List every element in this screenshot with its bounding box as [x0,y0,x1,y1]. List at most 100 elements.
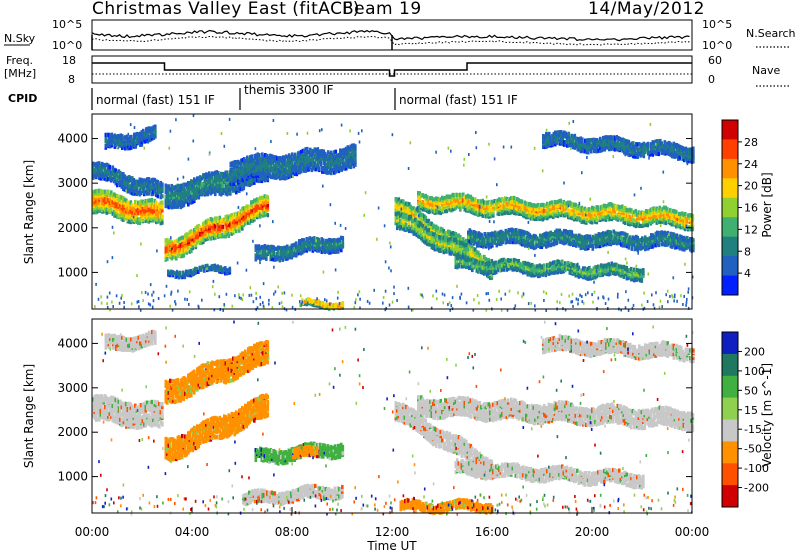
heatmap-cell [120,200,124,205]
heatmap-cell [225,268,229,273]
nsearch-tick-bottom: 10^0 [702,39,732,52]
heatmap-cell [260,248,264,253]
heatmap-cell [304,247,307,252]
heatmap-cell [205,182,208,187]
heatmap-cell [172,243,175,248]
heatmap-cell [308,297,312,303]
heatmap-cell [153,209,157,214]
heatmap-cell [248,220,252,225]
heatmap-cell [444,247,447,252]
heatmap-cell [286,161,290,166]
heatmap-cell [158,218,161,223]
heatmap-cell [230,223,234,228]
heatmap-cell [229,222,232,227]
heatmap-cell [277,158,281,163]
heatmap-cell [220,224,223,229]
heatmap-cell [134,183,137,188]
heatmap-cell [246,171,249,176]
heatmap-cell [397,211,401,216]
heatmap-cell [321,151,324,156]
heatmap-cell [318,158,321,163]
heatmap-cell [291,165,294,171]
heatmap-cell [244,221,247,226]
heatmap-cell [477,253,480,258]
heatmap-cell [263,244,267,249]
heatmap-cell [178,187,181,193]
heatmap-cell [352,148,356,153]
heatmap-cell [235,190,238,195]
heatmap-cell [402,226,405,231]
heatmap-cell [466,241,470,246]
heatmap-cell [418,196,422,201]
heatmap-cell [143,131,147,136]
heatmap-cell [178,199,181,204]
heatmap-cell [167,198,171,203]
heatmap-cell [104,135,108,141]
heatmap-cell [153,212,157,217]
heatmap-cell [248,205,252,210]
freq-unit-label: [MHz] [4,67,36,80]
heatmap-cell [181,203,184,209]
heatmap-cell [95,210,98,215]
heatmap-cell [167,188,171,193]
heatmap-cell [232,219,235,225]
heatmap-cell [191,237,195,242]
heatmap-cell [113,210,116,215]
heatmap-cell [317,242,321,247]
heatmap-cell [128,143,132,148]
heatmap-cell [111,203,115,208]
heatmap-cell [212,229,216,234]
heatmap-cell [303,148,306,153]
heatmap-cell [331,248,334,254]
heatmap-cell [432,203,435,208]
heatmap-cell [226,183,229,188]
heatmap-cell [116,208,119,213]
heatmap-cell [329,245,333,250]
heatmap-cell [196,234,199,239]
heatmap-cell [293,248,297,253]
heatmap-cell [183,275,187,280]
heatmap-cell [246,174,249,179]
heatmap-cell [188,245,192,250]
heatmap-cell [208,220,211,225]
heatmap-cell [220,192,223,197]
heatmap-cell [242,181,246,186]
heatmap-cell [194,266,197,271]
heatmap-cell [325,153,329,159]
heatmap-cell [278,254,282,259]
heatmap-cell [236,221,240,226]
heatmap-cell [224,175,228,181]
heatmap-cell [406,211,410,216]
heatmap-cell [199,182,202,188]
heatmap-cell [209,173,213,178]
heatmap-cell [263,199,267,204]
heatmap-cell [468,249,471,254]
heatmap-cell [235,167,239,172]
heatmap-cell [322,151,326,156]
heatmap-cell [329,302,333,307]
heatmap-cell [465,243,468,248]
heatmap-cell [441,227,444,232]
heatmap-cell [217,218,220,223]
heatmap-cell [226,173,229,178]
heatmap-cell [170,187,174,192]
heatmap-cell [274,173,278,178]
heatmap-cell [423,194,426,199]
heatmap-cell [224,266,227,271]
heatmap-cell [108,193,112,198]
heatmap-cell [254,212,258,218]
heatmap-cell [429,235,432,240]
heatmap-cell [184,244,187,249]
heatmap-cell [95,199,98,204]
heatmap-cell [273,157,276,162]
heatmap-cell [227,231,231,236]
heatmap-cell [330,168,333,173]
heatmap-cell [307,301,310,306]
heatmap-cell [211,190,214,195]
heatmap-cell [335,246,339,251]
heatmap-cell [450,231,453,236]
heatmap-cell [394,211,398,216]
heatmap-cell [337,168,341,174]
heatmap-cell [121,141,124,146]
heatmap-cell [158,189,161,194]
